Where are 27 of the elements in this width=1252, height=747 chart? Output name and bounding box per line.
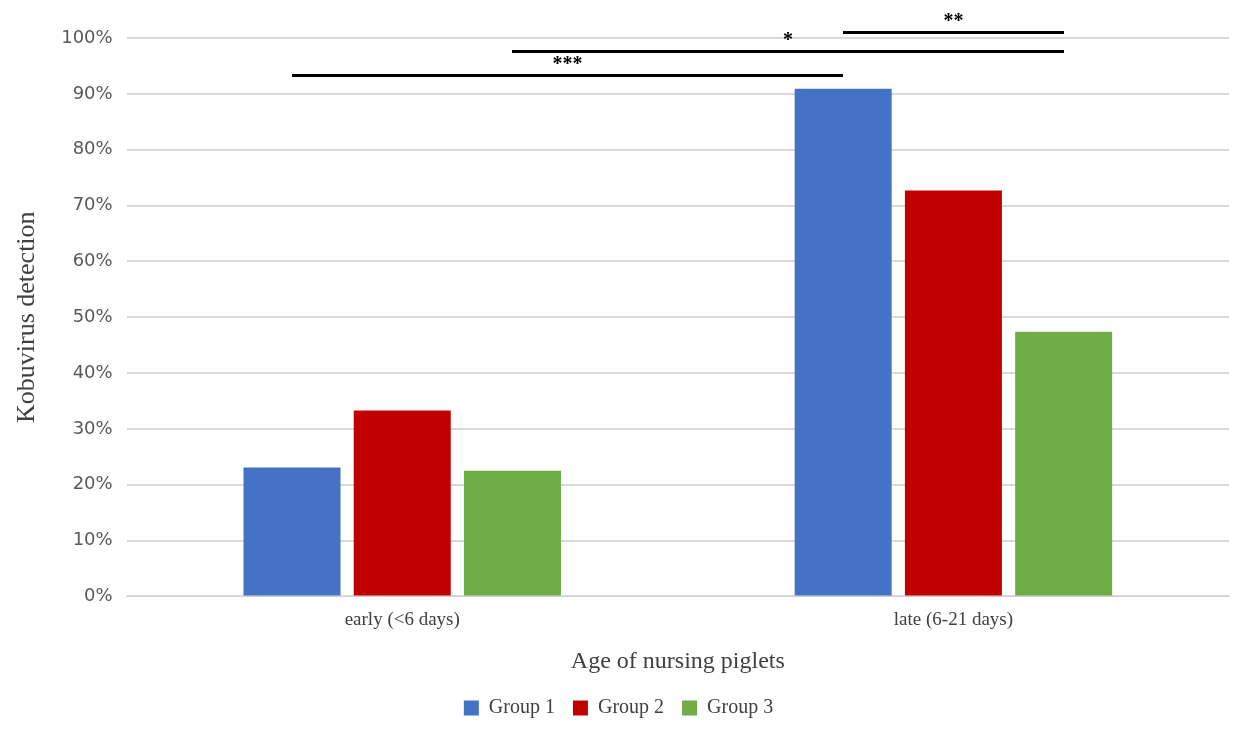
bar: [243, 467, 341, 596]
x-tick-label: late (6-21 days): [893, 607, 1014, 630]
y-tick-label: 50%: [72, 304, 113, 326]
annotation: *: [782, 27, 795, 51]
x-axis-title: Age of nursing piglets: [570, 646, 785, 673]
y-tick-label: 30%: [72, 416, 113, 438]
bar: [463, 470, 561, 596]
y-tick-label: 10%: [72, 528, 113, 550]
annotation: ***: [551, 51, 584, 75]
y-tick-label: 90%: [72, 81, 113, 103]
bar: [353, 410, 451, 596]
bar: [1015, 331, 1113, 596]
x-tick-label: early (<6 days): [344, 607, 460, 630]
y-tick-label: 40%: [72, 360, 113, 382]
y-tick-label: 20%: [72, 472, 113, 494]
y-tick-label: 80%: [72, 137, 113, 159]
legend-label: Group 3: [707, 695, 774, 719]
y-tick-label: 70%: [72, 193, 113, 215]
y-tick-label: 100%: [61, 25, 113, 47]
y-tick-label: 60%: [72, 249, 113, 271]
bar: [794, 88, 892, 596]
text: **: [942, 8, 965, 32]
y-axis-title: Kobuvirus detection: [11, 211, 41, 423]
legend-label: Group 2: [597, 695, 665, 719]
legend-label: Group 1: [488, 695, 555, 719]
y-tick-label: 0%: [84, 584, 113, 606]
bar: [904, 190, 1002, 596]
